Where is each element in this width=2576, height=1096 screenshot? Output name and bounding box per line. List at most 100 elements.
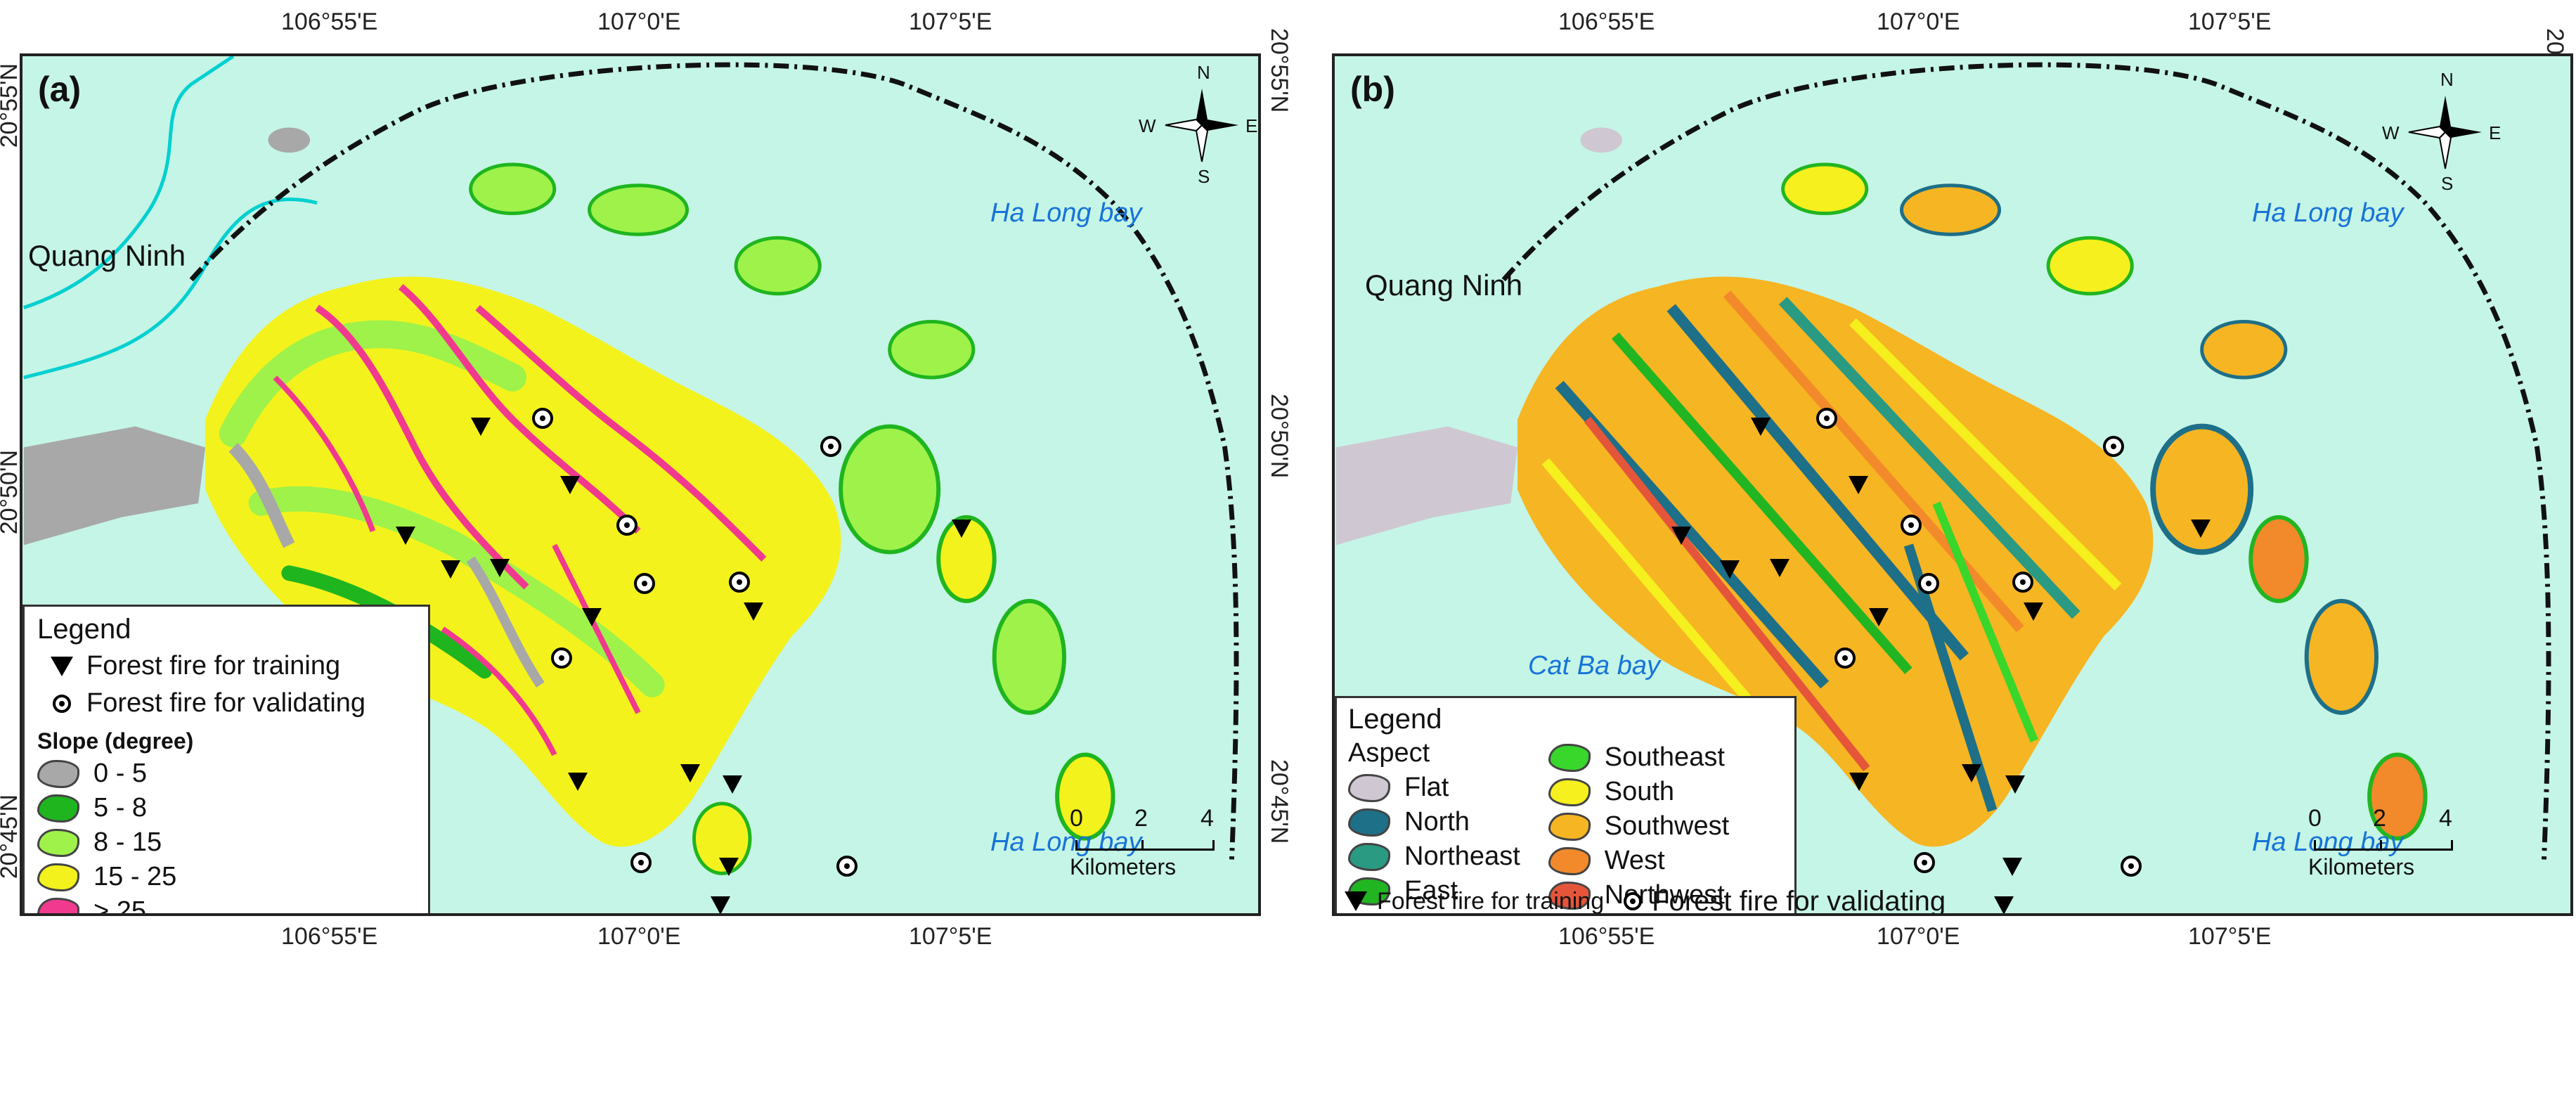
legend-class-row: Flat <box>1348 773 1520 803</box>
validating-fire-marker <box>1901 515 1922 536</box>
legend-class-label: 5 - 8 <box>93 793 148 823</box>
legend-class-row: Northeast <box>1348 842 1520 872</box>
scale-tick-2: 2 <box>1134 805 1148 832</box>
legend-title: Legend <box>37 614 131 645</box>
legend-swatch <box>1348 842 1390 871</box>
legend-class-label: > 25 <box>93 896 147 916</box>
validating-fire-marker <box>2012 572 2033 593</box>
legend-class-row: > 25 <box>37 896 415 916</box>
validating-fire-marker <box>836 856 857 877</box>
legend-class-label: Southeast <box>1604 742 1725 772</box>
compass-e: E <box>2489 122 2501 143</box>
legend-class-row: Northwest <box>1548 880 1729 910</box>
place-ha-long-bay-north: Ha Long bay <box>990 198 1142 228</box>
legend-swatch <box>1348 773 1390 802</box>
place-ha-long-bay-south: Ha Long bay <box>2252 827 2404 857</box>
coord-bottom-a-3: 107°5'E <box>909 923 992 950</box>
legend-class-label: Northeast <box>1404 842 1520 871</box>
training-fire-marker <box>568 773 588 791</box>
legend-class-label: Flat <box>1404 773 1449 802</box>
place-ha-long-bay-south: Ha Long bay <box>990 827 1142 857</box>
legend-class-row: North <box>1348 807 1520 837</box>
scale-tick-4: 4 <box>1200 805 1214 832</box>
legend-swatch <box>1548 846 1591 875</box>
legend-row-validating: Forest fire for validating <box>37 688 415 718</box>
validating-fire-marker <box>729 572 750 593</box>
validating-fire-marker <box>630 852 652 873</box>
slope-title: Slope (degree) <box>37 728 194 754</box>
legend-swatch <box>37 897 79 913</box>
training-fire-marker <box>1849 773 1869 791</box>
slope-map-panel: (a) Quang Ninh Ha Long bay Ha Long bay C… <box>20 53 1261 916</box>
validating-fire-marker <box>1816 408 1837 429</box>
legend-swatch <box>37 759 79 788</box>
training-fire-marker <box>471 418 491 436</box>
compass-s: S <box>1198 166 1210 187</box>
place-quang-ninh: Quang Ninh <box>1365 269 1523 302</box>
training-fire-marker <box>1994 896 2014 913</box>
compass-w: W <box>1139 115 1156 136</box>
training-fire-marker <box>1869 608 1889 626</box>
validating-fire-marker <box>1918 573 1939 594</box>
training-fire-marker <box>1720 560 1740 579</box>
legend-class-label: 8 - 15 <box>93 827 162 857</box>
aspect-map-graphic <box>1335 62 2551 860</box>
coord-right-a-1: 20°55'N <box>1266 28 1293 113</box>
legend-class-row: 8 - 15 <box>37 827 415 858</box>
scale-tick-0: 0 <box>1070 805 1083 832</box>
legend-swatch <box>37 794 79 823</box>
legend-title: Legend <box>1348 704 1442 735</box>
training-fire-marker <box>711 896 730 913</box>
training-fire-marker <box>2005 775 2025 794</box>
coord-bottom-a-2: 107°0'E <box>597 923 681 950</box>
aspect-legend: Legend Aspect Flat North Northeast East Sou… <box>1335 696 1797 913</box>
validating-fire-marker <box>1834 647 1856 669</box>
validating-fire-marker <box>634 573 655 594</box>
legend-swatch <box>1548 743 1591 772</box>
training-fire-marker <box>1962 764 1981 782</box>
validating-fire-marker <box>616 515 637 536</box>
training-fire-marker <box>1671 527 1691 545</box>
legend-class-label: 0 - 5 <box>93 759 148 788</box>
scale-bar: 0 2 4 Kilometers <box>1070 805 1224 903</box>
legend-class-label: East <box>1404 876 1458 905</box>
legend-class-row: West <box>1548 846 1729 876</box>
strip-validating-label: Forest fire for validating <box>1652 885 1946 916</box>
legend-class-row: Southwest <box>1548 811 1729 842</box>
panel-label: (a) <box>38 70 82 109</box>
training-fire-marker <box>2024 602 2043 621</box>
coord-top-a-1: 106°55'E <box>281 8 378 35</box>
legend-class-label: 15 - 25 <box>93 862 177 891</box>
training-fire-marker <box>396 527 415 545</box>
legend-class-row: 15 - 25 <box>37 862 415 892</box>
legend-swatch <box>1548 778 1591 806</box>
coord-bottom-b-1: 106°55'E <box>1558 923 1655 950</box>
validating-fire-marker <box>2103 436 2124 457</box>
compass-s: S <box>2441 173 2454 194</box>
training-fire-marker <box>1849 476 1868 494</box>
training-triangle-icon <box>51 656 73 676</box>
compass-rose-icon: N S E W <box>1139 62 1257 187</box>
place-quang-ninh: Quang Ninh <box>28 239 186 272</box>
coord-bottom-b-3: 107°5'E <box>2188 923 2272 950</box>
validating-circle-icon <box>1624 892 1643 910</box>
training-fire-marker <box>744 602 763 621</box>
legend-class-label: West <box>1604 846 1665 875</box>
scale-tick-4: 4 <box>2439 805 2452 832</box>
compass-rose-icon: N S E W <box>2382 69 2501 194</box>
validating-circle-icon <box>53 694 71 713</box>
scale-unit: Kilometers <box>1070 854 1177 879</box>
compass-n: N <box>2440 69 2454 90</box>
coord-top-b-1: 106°55'E <box>1558 8 1655 35</box>
training-fire-marker <box>952 520 971 538</box>
scale-bar: 0 2 4 Kilometers <box>2308 805 2463 903</box>
compass-n: N <box>1197 62 1210 83</box>
place-ha-long-bay-north: Ha Long bay <box>2252 198 2404 228</box>
coord-right-a-2: 20°50'N <box>1266 394 1293 479</box>
coord-bottom-b-2: 107°0'E <box>1877 923 1960 950</box>
coord-top-b-2: 107°0'E <box>1877 8 1960 35</box>
coord-top-b-3: 107°5'E <box>2188 8 2272 35</box>
legend-swatch <box>1548 881 1591 910</box>
legend-class-row: East <box>1348 876 1520 906</box>
legend-swatch <box>37 828 79 857</box>
